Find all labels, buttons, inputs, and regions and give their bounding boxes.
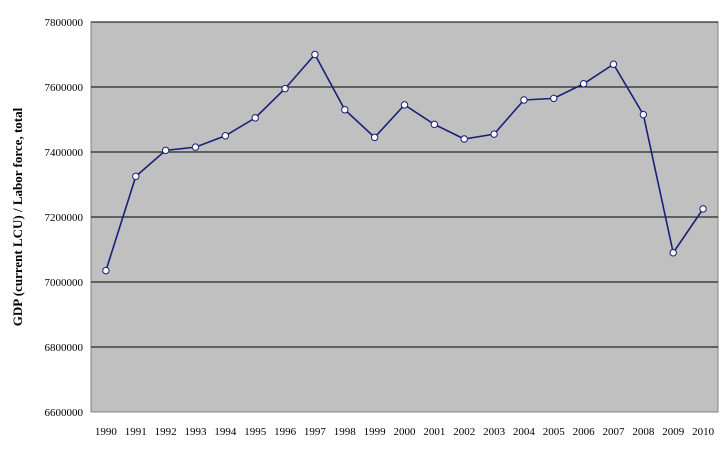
data-point: [341, 106, 349, 114]
x-tick-label: 1994: [214, 426, 237, 438]
x-tick-label: 2006: [573, 426, 596, 438]
x-tick-label: 1996: [274, 426, 297, 438]
data-point: [251, 114, 259, 122]
data-point: [161, 146, 170, 155]
x-tick-label: 1991: [125, 426, 147, 438]
x-tick-label: 2007: [603, 426, 626, 438]
data-point: [520, 96, 528, 104]
data-point: [311, 50, 319, 59]
x-tick-label: 2008: [632, 426, 655, 438]
y-tick-label: 7200000: [45, 212, 84, 224]
y-axis-tick-labels: 6600000 6800000 7000000 7200000 7400000 76000…: [45, 17, 84, 419]
data-point: [132, 172, 140, 181]
x-tick-label: 1993: [185, 426, 208, 438]
x-tick-label: 2004: [513, 426, 536, 438]
x-tick-label: 1992: [155, 426, 177, 438]
gridlines: [91, 21, 718, 348]
data-point: [550, 94, 558, 103]
data-point: [400, 101, 409, 109]
y-tick-label: 6800000: [45, 342, 84, 354]
data-point: [609, 60, 618, 68]
data-point: [579, 80, 588, 88]
x-tick-label: 2001: [423, 426, 445, 438]
x-tick-label: 2005: [543, 426, 566, 438]
x-axis-tick-labels: 1990 1991 1992 1993 1994 1995 1996 1997 1998 1999…: [95, 426, 715, 438]
data-point: [430, 120, 439, 129]
x-tick-label: 2000: [394, 426, 417, 438]
x-tick-label: 1990: [95, 426, 118, 438]
x-tick-label: 2010: [692, 426, 715, 438]
y-tick-label: 7400000: [45, 147, 84, 159]
data-point: [699, 205, 707, 213]
data-point: [490, 130, 498, 138]
x-tick-label: 1999: [364, 426, 387, 438]
data-point: [370, 133, 379, 142]
data-point: [102, 266, 110, 275]
data-point: [460, 135, 468, 143]
x-tick-label: 1998: [334, 426, 357, 438]
data-points: [102, 50, 707, 275]
y-tick-label: 6600000: [45, 407, 84, 419]
data-point: [639, 110, 648, 119]
data-point: [191, 143, 200, 151]
y-axis-title: GDP (current LCU) / Labor force, total: [10, 107, 25, 326]
x-tick-label: 2009: [662, 426, 685, 438]
y-tick-label: 7000000: [45, 277, 84, 289]
x-tick-label: 1997: [304, 426, 327, 438]
y-tick-label: 7600000: [45, 82, 84, 94]
x-tick-label: 2003: [483, 426, 506, 438]
data-point: [281, 84, 289, 93]
x-tick-label: 1995: [244, 426, 267, 438]
y-tick-label: 7800000: [45, 17, 84, 29]
data-point: [669, 249, 677, 257]
data-point: [221, 132, 230, 140]
x-tick-label: 2002: [453, 426, 475, 438]
